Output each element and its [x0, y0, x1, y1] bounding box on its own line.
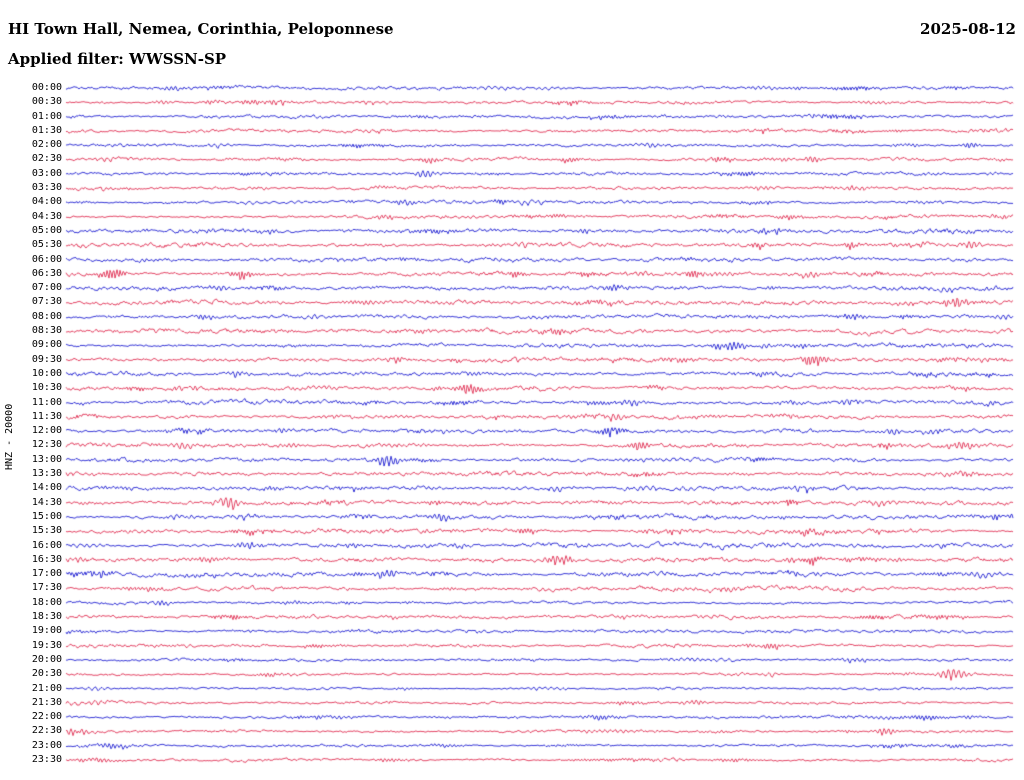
row-time-label: 12:00 — [31, 425, 62, 437]
row-time-label: 06:00 — [31, 253, 62, 265]
row-time-label: 14:30 — [31, 496, 62, 508]
row-time-label: 14:00 — [31, 482, 62, 494]
row-time-label: 08:00 — [31, 310, 62, 322]
row-time-label: 06:30 — [31, 267, 62, 279]
row-time-label: 17:00 — [31, 568, 62, 580]
row-time-label: 13:00 — [31, 453, 62, 465]
row-time-label: 03:00 — [31, 167, 62, 179]
row-time-label: 11:00 — [31, 396, 62, 408]
row-time-label: 17:30 — [31, 582, 62, 594]
row-time-label: 07:00 — [31, 282, 62, 294]
row-time-label: 15:30 — [31, 525, 62, 537]
row-time-label: 09:30 — [31, 353, 62, 365]
row-time-label: 20:30 — [31, 668, 62, 680]
row-time-label: 21:30 — [31, 696, 62, 708]
row-time-label: 23:00 — [31, 739, 62, 751]
row-time-label: 23:30 — [31, 754, 62, 765]
row-time-label: 00:00 — [31, 82, 62, 93]
row-time-label: 08:30 — [31, 325, 62, 337]
row-time-label: 05:30 — [31, 239, 62, 251]
row-time-label: 18:00 — [31, 596, 62, 608]
row-time-label: 02:00 — [31, 139, 62, 151]
row-time-label: 22:30 — [31, 725, 62, 737]
row-time-label: 10:30 — [31, 382, 62, 394]
row-time-label: 10:00 — [31, 367, 62, 379]
row-time-label: 19:30 — [31, 639, 62, 651]
row-time-label: 04:00 — [31, 196, 62, 208]
row-time-label: 00:30 — [31, 96, 62, 108]
row-time-label: 01:30 — [31, 124, 62, 136]
row-time-label: 03:30 — [31, 182, 62, 194]
row-time-label: 07:30 — [31, 296, 62, 308]
row-time-label: 02:30 — [31, 153, 62, 165]
row-time-label: 01:00 — [31, 110, 62, 122]
row-time-label: 19:00 — [31, 625, 62, 637]
row-time-label: 16:30 — [31, 553, 62, 565]
row-time-label: 16:00 — [31, 539, 62, 551]
row-time-label: 11:30 — [31, 410, 62, 422]
row-time-label: 09:00 — [31, 339, 62, 351]
row-time-label: 12:30 — [31, 439, 62, 451]
row-time-label: 22:00 — [31, 711, 62, 723]
row-time-label: 21:00 — [31, 682, 62, 694]
row-time-label: 15:00 — [31, 510, 62, 522]
row-time-label: 05:00 — [31, 224, 62, 236]
row-time-label: 18:30 — [31, 611, 62, 623]
row-time-label: 13:30 — [31, 468, 62, 480]
row-time-label: 20:00 — [31, 653, 62, 665]
row-time-label: 04:30 — [31, 210, 62, 222]
